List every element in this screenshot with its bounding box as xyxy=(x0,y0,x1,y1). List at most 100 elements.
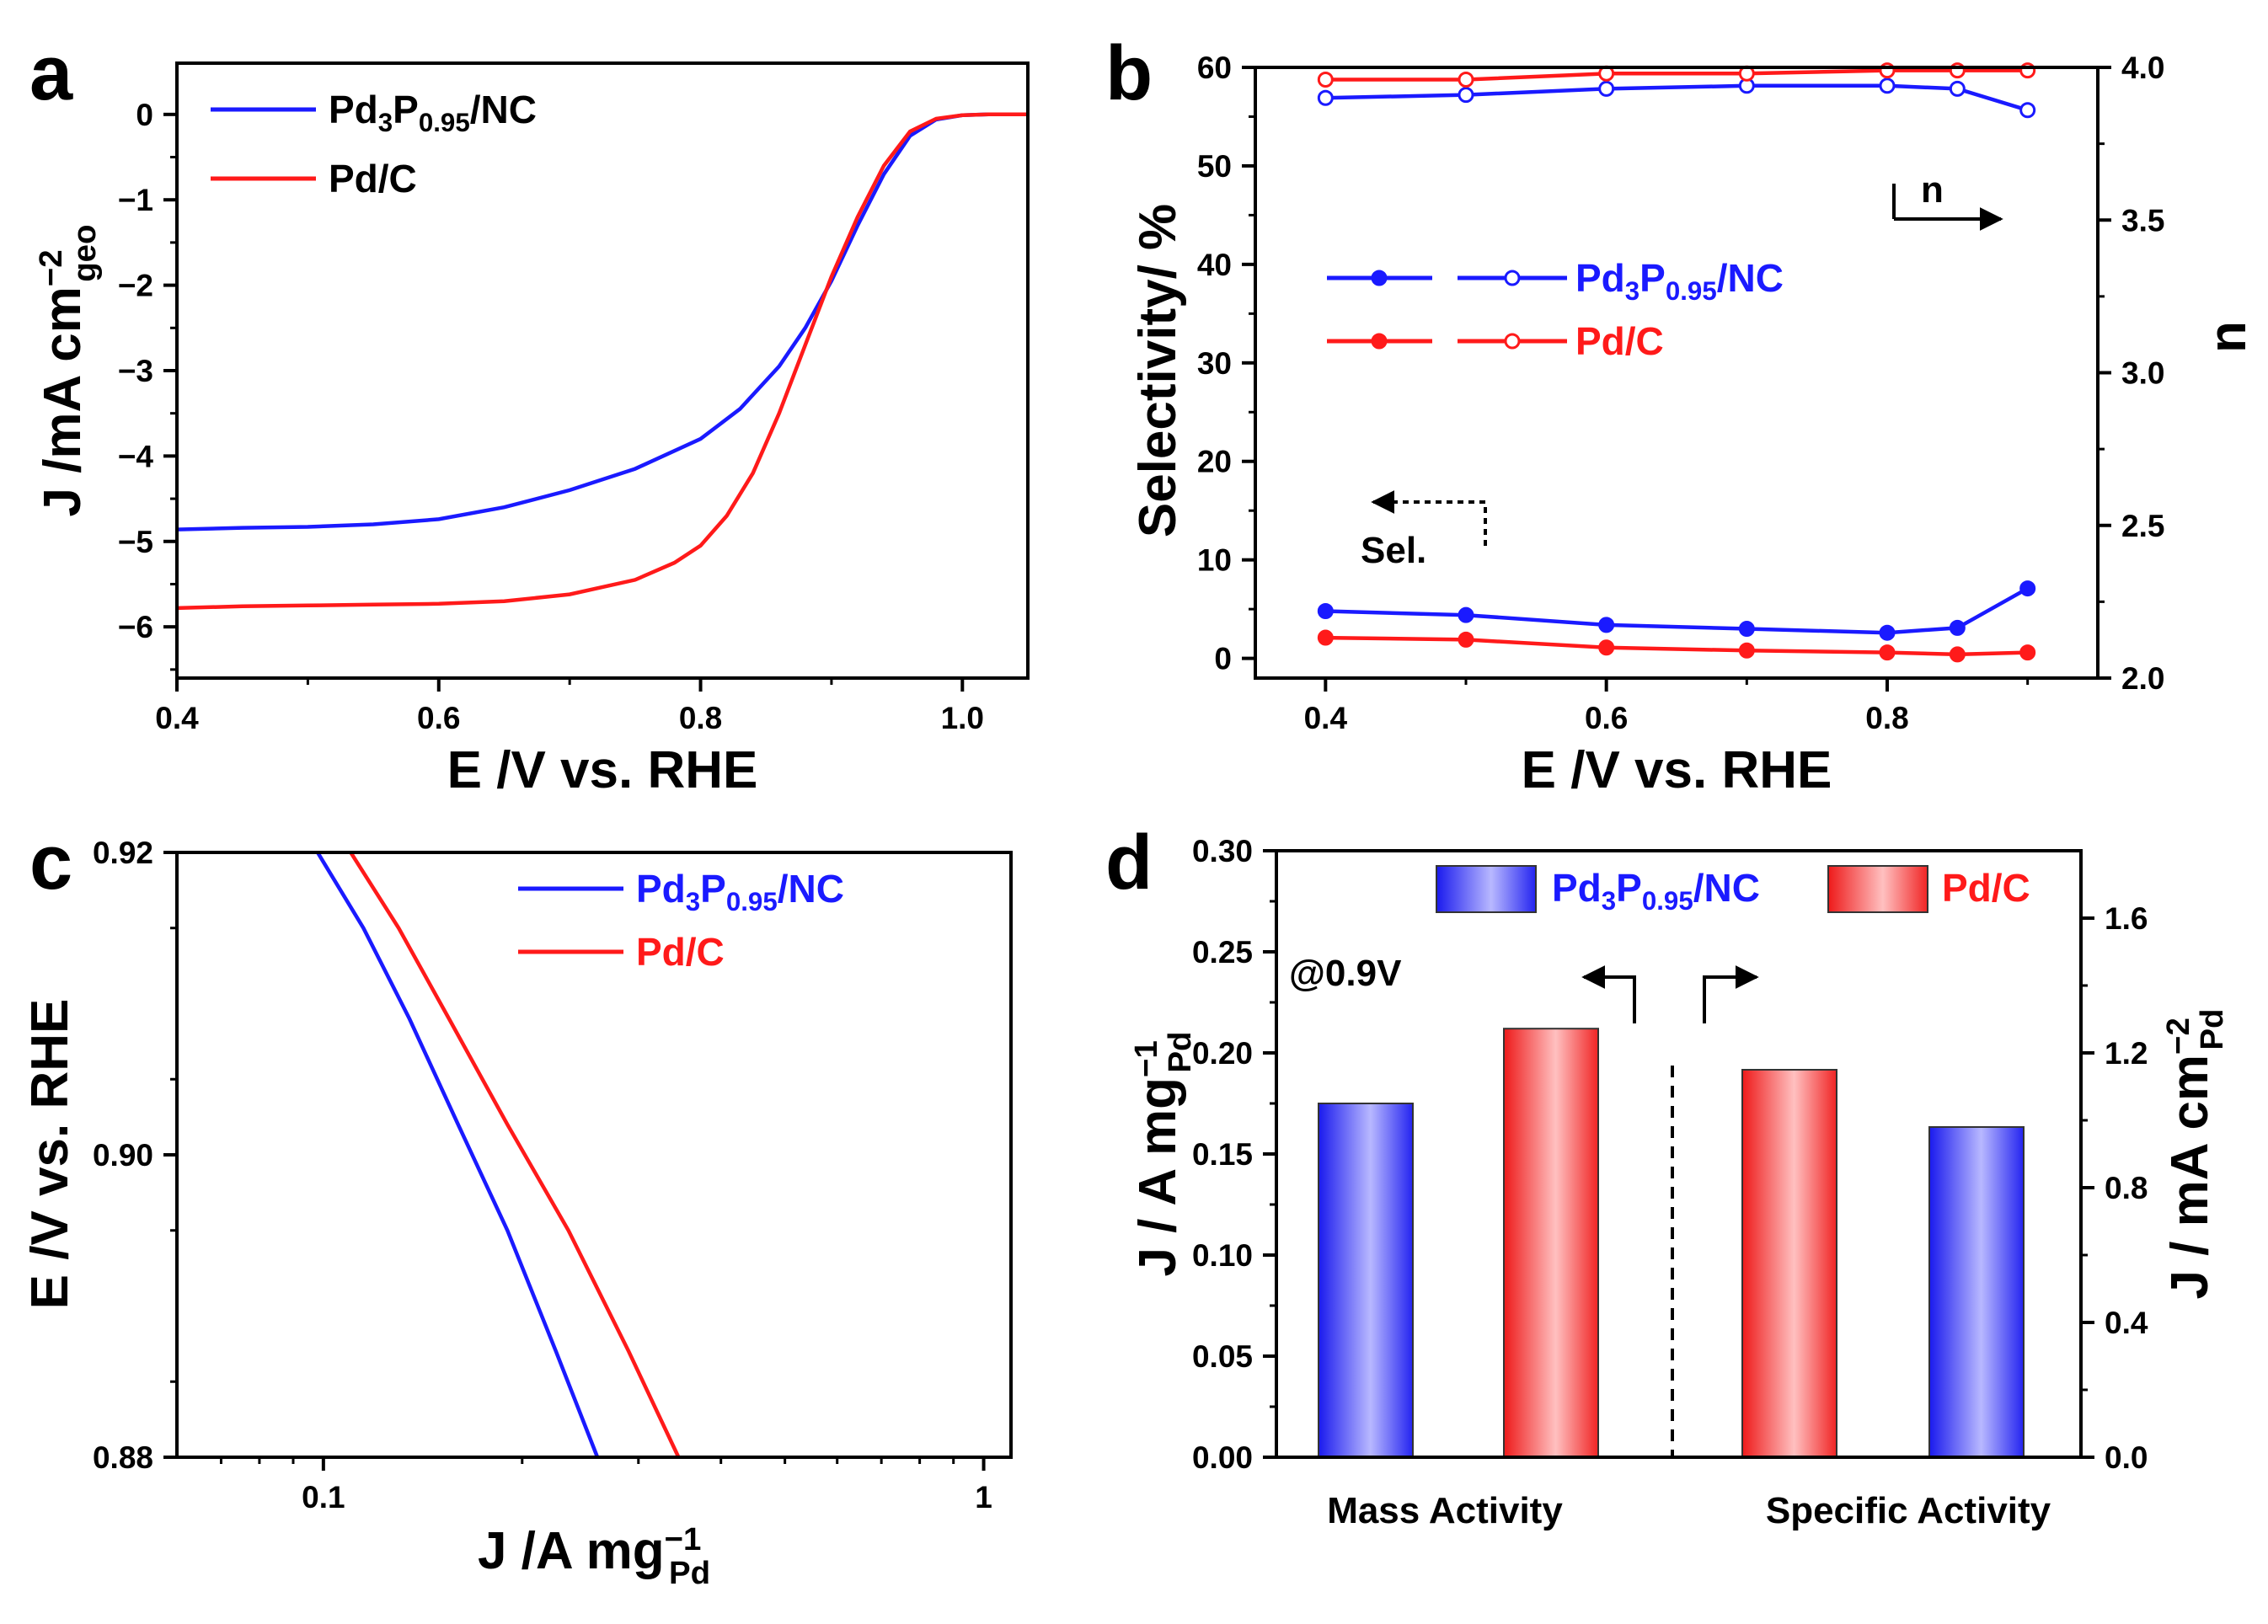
right-axis-arrow xyxy=(1703,965,1759,1023)
data-point-blue xyxy=(1598,617,1615,633)
data-point-red xyxy=(1598,639,1615,656)
x-axis-c-ticklabel: 1 xyxy=(975,1480,992,1514)
bar-red xyxy=(1741,1069,1837,1458)
y-axis-label-c: E /V vs. RHE xyxy=(21,999,79,1310)
y2-axis-d-ticklabel: 0.4 xyxy=(2105,1306,2148,1340)
y-axis-d-ticklabel: 0.05 xyxy=(1192,1339,1253,1374)
data-point-blue xyxy=(1458,87,1474,104)
y2-axis-b-ticklabel: 3.0 xyxy=(2121,356,2164,391)
y-axis-b-ticklabel: 20 xyxy=(1197,445,1232,479)
legend-label-a-0: Pd3P0.95/NC xyxy=(329,88,537,137)
y-axis-a-ticklabel: −4 xyxy=(118,439,154,473)
y-axis-label-a-text: J /mA cm−2geo xyxy=(33,224,103,516)
y-axis-label-a: J /mA cm−2geo xyxy=(33,224,103,516)
y2-axis-b-ticklabel: 3.5 xyxy=(2121,203,2164,238)
y-axis-a-ticklabel: 0 xyxy=(136,98,153,132)
x-axis-label-c-text: J /A mg−1 Pd xyxy=(478,1521,710,1591)
y2-axis-b-ticklabel: 4.0 xyxy=(2121,51,2164,85)
data-point-red xyxy=(1738,642,1755,659)
panel-letter-d: d xyxy=(1105,820,1153,905)
x-axis-b-ticklabel: 0.4 xyxy=(1304,701,1348,735)
series-line-blue xyxy=(316,851,600,1458)
legend-label-d-1: Pd/C xyxy=(1942,866,2030,910)
legend-swatch-blue xyxy=(1436,865,1537,913)
x-axis-a-ticklabel: 0.4 xyxy=(155,701,199,735)
legend-marker-filled xyxy=(1371,270,1388,286)
series-line-red xyxy=(1325,635,2028,657)
y-axis-c-ticklabel: 0.92 xyxy=(93,836,153,870)
legend-label-c-0: Pd3P0.95/NC xyxy=(636,867,844,916)
x-axis-a-ticklabel: 0.6 xyxy=(417,701,460,735)
data-point-red xyxy=(1317,629,1334,646)
data-point-blue xyxy=(2019,102,2036,119)
data-point-blue xyxy=(2019,580,2036,597)
x-axis-label-a: E /V vs. RHE xyxy=(447,741,758,799)
y2-axis-label-b: n xyxy=(2199,321,2257,353)
x-axis-label-b: E /V vs. RHE xyxy=(1522,741,1832,799)
y2-axis-label-d-text: J / mA cm−2Pd xyxy=(2160,1008,2230,1299)
y-axis-d-ticklabel: 0.30 xyxy=(1192,834,1253,868)
bar-blue xyxy=(1928,1126,2025,1458)
data-point-blue xyxy=(1458,606,1474,623)
y-axis-b-ticklabel: 30 xyxy=(1197,346,1232,381)
panel-a: a 0.4 0.6 0.8 1.0 0 −1 −2 −3 −4 −5 −6 E /V vs. RHE J … xyxy=(29,30,1030,799)
data-point-blue xyxy=(1949,80,1966,97)
data-point-blue xyxy=(1879,77,1896,94)
x-axis-a-ticklabel: 1.0 xyxy=(941,701,984,735)
y-axis-b-ticklabel: 0 xyxy=(1214,642,1232,676)
y2-axis-b-ticklabel: 2.5 xyxy=(2121,509,2164,543)
n-arrow-label: n xyxy=(1921,169,1944,211)
y-axis-d-ticklabel: 0.00 xyxy=(1192,1440,1253,1475)
y-axis-a-ticklabel: −5 xyxy=(118,525,153,559)
data-point-red xyxy=(1949,646,1966,663)
data-point-red xyxy=(1458,72,1474,88)
sel-arrow xyxy=(1371,490,1487,546)
x-axis-label-c: J /A mg−1 Pd xyxy=(478,1521,710,1591)
series-line-red xyxy=(1325,68,2028,82)
legend-label-b-0: Pd3P0.95/NC xyxy=(1575,256,1784,306)
panel-letter-a: a xyxy=(29,30,73,116)
bar-red xyxy=(1503,1028,1599,1458)
x-axis-b-ticklabel: 0.6 xyxy=(1585,701,1628,735)
panel-letter-b: b xyxy=(1105,30,1153,116)
series-line-blue xyxy=(1325,83,2029,112)
data-point-blue xyxy=(1949,619,1966,636)
sel-arrow-label: Sel. xyxy=(1361,530,1426,571)
y-axis-d-ticklabel: 0.25 xyxy=(1192,935,1253,970)
y-axis-c-ticklabel: 0.90 xyxy=(93,1138,153,1173)
x-axis-a-ticklabel: 0.8 xyxy=(679,701,722,735)
category-label: Mass Activity xyxy=(1327,1490,1563,1531)
y2-axis-d-ticklabel: 1.2 xyxy=(2105,1036,2148,1071)
y2-axis-d-ticklabel: 0.8 xyxy=(2105,1171,2148,1205)
y-axis-a-ticklabel: −6 xyxy=(118,610,153,644)
data-point-red xyxy=(2019,644,2036,661)
data-point-red xyxy=(1879,644,1896,661)
legend-marker-filled xyxy=(1371,333,1388,350)
legend-swatch-red xyxy=(1827,865,1928,913)
left-axis-arrow xyxy=(1581,965,1636,1023)
data-point-red xyxy=(1458,631,1474,648)
y2-axis-b-ticklabel: 2.0 xyxy=(2121,661,2164,696)
panel-b: b 0.4 0.6 0.8 0 10 20 30 40 50 60 2.0 2.5 3.0 3.5 4.0 E … xyxy=(1105,30,2257,799)
y-axis-label-b: Selectivity/ % xyxy=(1129,204,1187,537)
plot-frame-b xyxy=(1254,66,2100,680)
series-line-red xyxy=(349,851,681,1458)
legend-label-c-1: Pd/C xyxy=(636,930,725,974)
y-axis-label-d-text: J / A mg−1Pd xyxy=(1128,1031,1198,1276)
y-axis-b-ticklabel: 60 xyxy=(1197,51,1232,85)
plot-frame-c xyxy=(175,851,1013,1459)
data-point-red xyxy=(1317,72,1334,88)
legend-label-b-1: Pd/C xyxy=(1575,319,1664,363)
x-axis-c-ticklabel: 0.1 xyxy=(302,1480,345,1514)
data-point-blue xyxy=(1317,602,1334,619)
legend-marker-open xyxy=(1504,270,1521,286)
legend-label-d-0: Pd3P0.95/NC xyxy=(1552,866,1760,916)
y2-axis-d-ticklabel: 1.6 xyxy=(2105,901,2148,936)
y-axis-b-ticklabel: 40 xyxy=(1197,248,1232,282)
y-axis-d-ticklabel: 0.10 xyxy=(1192,1238,1253,1273)
y-axis-c-ticklabel: 0.88 xyxy=(93,1440,153,1475)
panel-d: d 0.00 0.05 0.10 0.15 0.20 0.25 0.30 0.0 0.4 0.8 1.… xyxy=(1105,820,2230,1531)
y-axis-b-ticklabel: 10 xyxy=(1197,543,1232,578)
data-point-blue xyxy=(1738,621,1755,638)
